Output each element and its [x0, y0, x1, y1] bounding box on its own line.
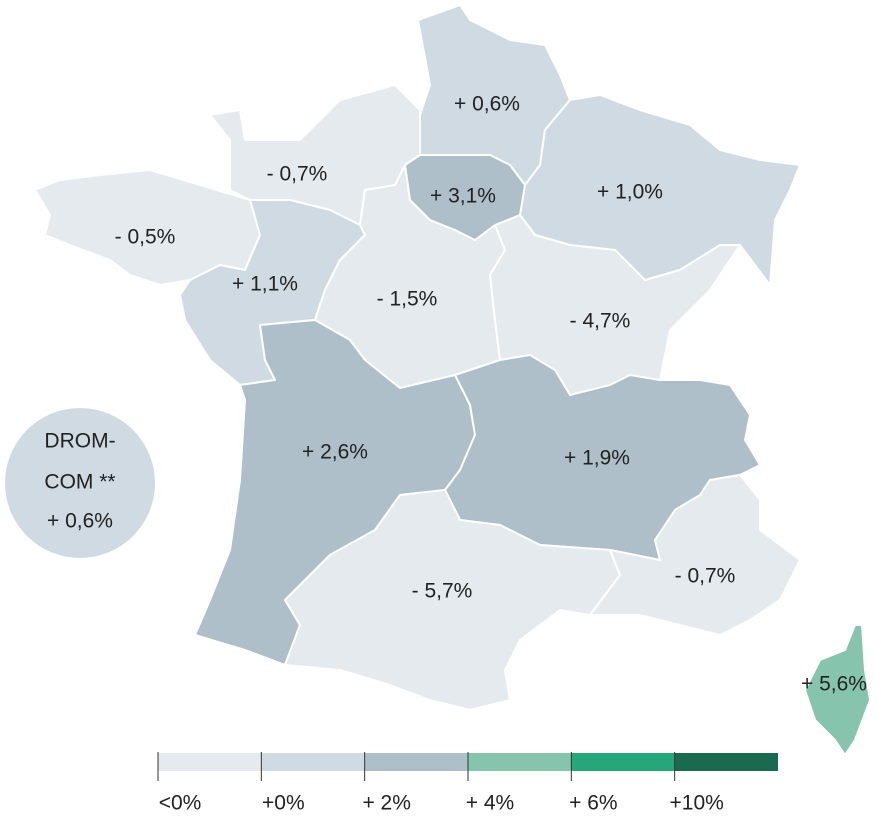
drom-title: DROM-	[44, 430, 115, 453]
region-label: - 4,7%	[570, 310, 631, 333]
legend-label: + 4%	[466, 792, 514, 815]
region-label: + 3,1%	[430, 185, 496, 208]
region-label: + 1,9%	[564, 447, 630, 470]
region-labels: + 0,6% - 0,7% + 3,1% + 1,0% - 0,5% + 1,1…	[115, 93, 867, 696]
legend-swatch	[364, 753, 468, 771]
legend-swatch	[571, 753, 675, 771]
region-label: + 1,1%	[232, 273, 298, 296]
legend-swatch	[158, 753, 262, 771]
legend-label: +0%	[262, 792, 305, 815]
legend-label: + 6%	[569, 792, 617, 815]
region-label: - 5,7%	[412, 580, 473, 603]
region	[589, 474, 801, 636]
region	[804, 624, 871, 756]
legend-label: + 2%	[362, 792, 410, 815]
region-label: - 1,5%	[377, 288, 438, 311]
drom-circle	[5, 408, 155, 558]
region	[284, 489, 621, 711]
region-label: + 2,6%	[302, 441, 368, 464]
drom-title: COM **	[44, 471, 115, 494]
legend-swatch	[261, 753, 365, 771]
region-label: + 0,6%	[454, 93, 520, 116]
region	[404, 154, 526, 241]
legend-swatch	[468, 753, 572, 771]
drom-label: + 0,6%	[47, 510, 113, 533]
region-label: + 5,6%	[801, 673, 867, 696]
region-label: + 1,0%	[597, 181, 663, 204]
drom-com: DROM- COM ** + 0,6%	[5, 408, 155, 558]
region-label: - 0,5%	[115, 226, 176, 249]
legend: <0% +0% + 2% + 4% + 6% +10%	[157, 752, 778, 815]
legend-label: <0%	[159, 792, 202, 815]
legend-label: +10%	[670, 792, 724, 815]
region-label: - 0,7%	[267, 163, 328, 186]
regions	[34, 4, 871, 756]
region-label: - 0,7%	[675, 565, 736, 588]
region	[489, 214, 741, 396]
legend-swatch	[674, 753, 778, 771]
